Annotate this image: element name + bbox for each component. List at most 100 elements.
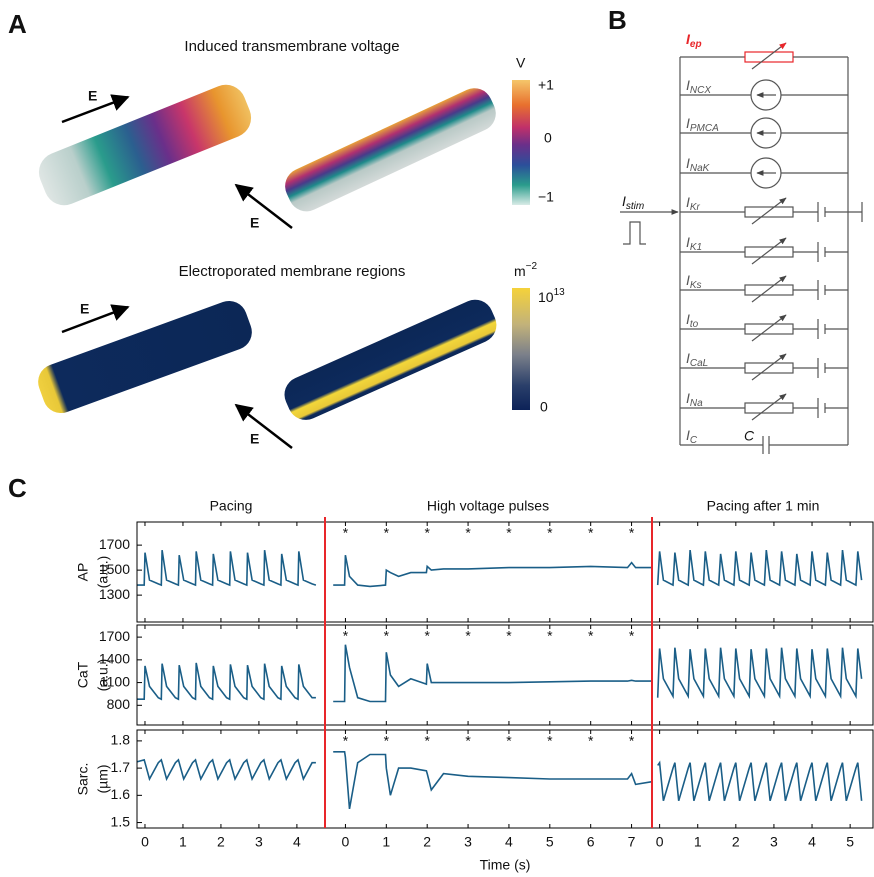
pulse-marker: * [547,525,553,541]
branch-label: INaK [686,155,711,174]
trace [658,763,862,801]
subscript: NaK [690,163,711,174]
resistor [745,403,793,413]
x-tick-label: 4 [808,834,816,850]
trace [134,760,316,779]
y-tick-label: 1.8 [111,732,131,748]
cell-image [33,79,257,211]
panel-title: Electroporated membrane regions [179,263,406,280]
x-tick-label: 0 [342,834,350,850]
pulse-marker: * [343,733,349,749]
branch-label: IKs [686,272,702,291]
field-arrow [236,185,292,228]
pulse-marker: * [384,525,390,541]
panel-title: Induced transmembrane voltage [184,38,399,55]
cell-image [33,296,257,418]
plot-frame [137,730,873,828]
subscript: stim [626,201,644,212]
pulse-marker: * [343,628,349,644]
subscript: C [690,435,698,446]
branch-label: INa [686,390,703,409]
field-label: E [250,215,259,231]
x-axis-label: Time (s) [480,857,531,873]
x-tick-label: 7 [628,834,636,850]
pulse-marker: * [343,525,349,541]
y-axis-label: AP [75,563,91,582]
x-tick-label: 1 [179,834,187,850]
branch-label: IPMCA [686,115,719,134]
subscript: NCX [690,85,711,96]
branch-label: Iep [686,31,702,50]
figure: A Induced transmembrane voltage E E V +1… [0,0,874,877]
x-tick-label: 6 [587,834,595,850]
subscript: Ks [690,280,702,291]
colorbar-unit: m−2 [514,261,538,279]
panel-letter: B [608,5,627,35]
subscript: Kr [690,202,701,213]
branch-label: IKr [686,194,701,213]
y-tick-label: 800 [107,696,131,712]
x-tick-label: 3 [464,834,472,850]
panel-letter: C [8,473,27,503]
panel-letter: A [8,9,27,39]
trace [333,555,652,586]
x-tick-label: 4 [505,834,513,850]
field-label: E [250,431,259,447]
resistor [745,52,793,62]
segment-header: Pacing [210,498,253,514]
colorbar-tick: −1 [538,189,554,205]
y-axis-unit: (µm) [95,764,111,793]
pulse-marker: * [506,733,512,749]
y-tick-label: 1700 [99,536,130,552]
pulse-marker: * [547,733,553,749]
subscript: CaL [690,358,708,369]
y-tick-label: 1.7 [111,759,131,775]
x-tick-label: 0 [656,834,664,850]
pulse-marker: * [629,733,635,749]
field-label: E [80,301,89,317]
pulse-marker: * [506,525,512,541]
x-tick-label: 2 [217,834,225,850]
segment-header: Pacing after 1 min [707,498,820,514]
branch-label: ICaL [686,350,708,369]
trace [333,645,652,702]
colorbar [512,80,530,205]
pulse-marker: * [588,628,594,644]
subscript: ep [690,39,702,50]
unit-base: m [514,263,526,279]
segment-header: High voltage pulses [427,498,549,514]
colorbar [512,288,530,410]
y-axis-label: CaT [75,661,91,688]
field-arrow [62,307,128,332]
y-tick-label: 1700 [99,628,130,644]
subscript: Na [690,398,703,409]
resistor [745,207,793,217]
x-tick-label: 3 [255,834,263,850]
trace [134,550,316,585]
branch-label: IC [686,427,698,446]
x-tick-label: 5 [846,834,854,850]
branch-label: Ito [686,311,699,330]
pulse-marker: * [424,628,430,644]
pulse-marker: * [506,628,512,644]
tick-exp: 13 [554,287,566,298]
pulse-marker: * [424,733,430,749]
page: {"panel_a": {"label": "A", "voltage": {"… [0,0,874,877]
x-tick-label: 2 [423,834,431,850]
x-tick-label: 4 [293,834,301,850]
colorbar-tick: 1013 [538,287,565,305]
y-axis-unit: (a.u.) [95,556,111,589]
trace [658,550,862,585]
colorbar-tick: 0 [540,399,548,415]
x-tick-label: 0 [141,834,149,850]
resistor [745,285,793,295]
pulse-marker: * [424,525,430,541]
cell-image [279,294,502,426]
colorbar-tick: 0 [544,130,552,146]
x-tick-label: 3 [770,834,778,850]
capacitor-label: C [744,428,755,444]
stim-pulse [623,222,646,244]
x-tick-label: 1 [382,834,390,850]
pulse-marker: * [588,525,594,541]
